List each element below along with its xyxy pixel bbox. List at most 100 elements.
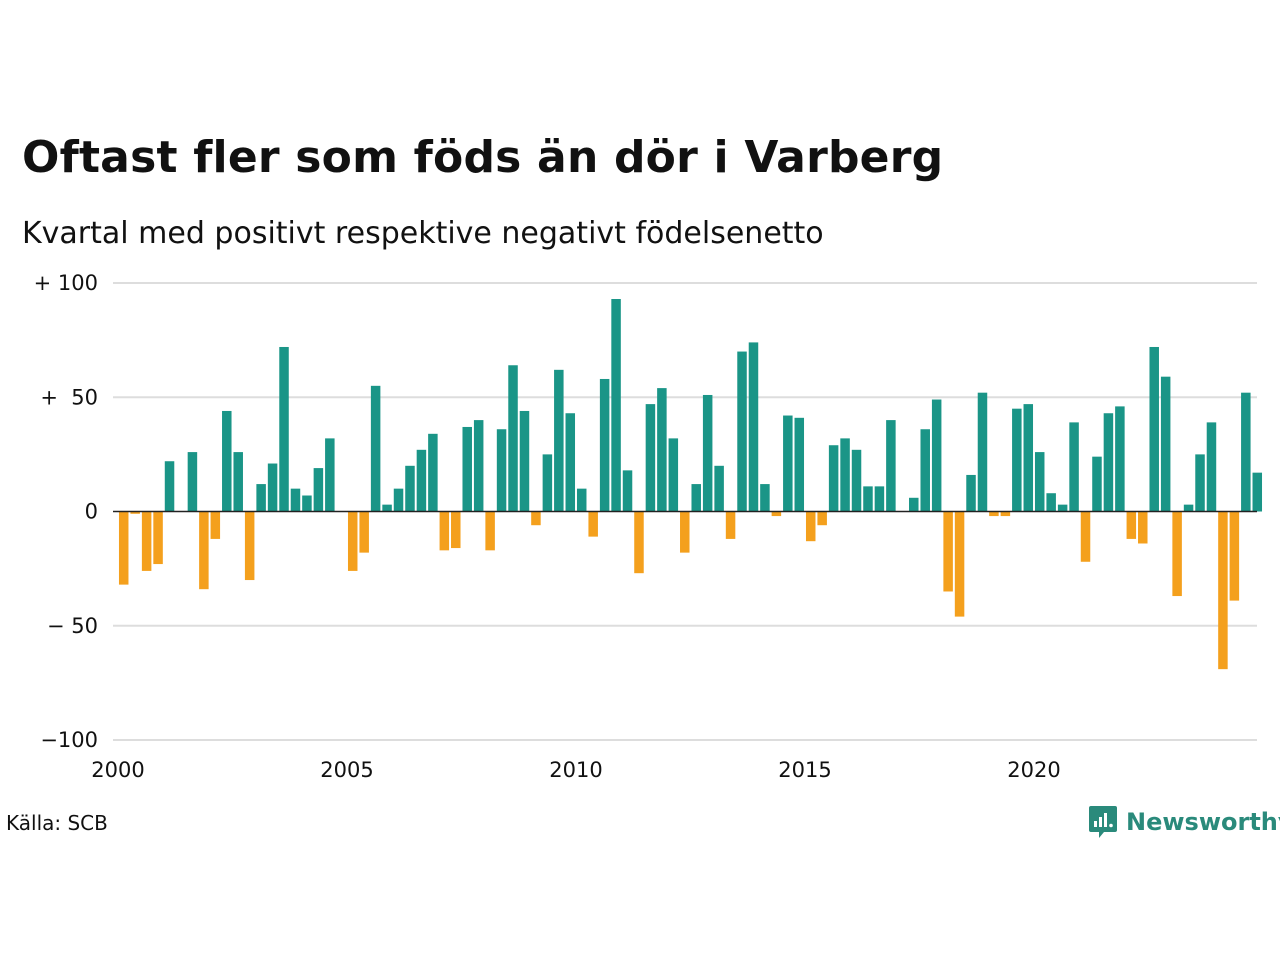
bar-negative (451, 511, 461, 549)
bar-positive (256, 484, 266, 512)
x-tick-label: 2000 (91, 758, 144, 782)
grid-lines (113, 282, 1257, 741)
chart-subtitle: Kvartal med positivt respektive negativt… (22, 216, 824, 251)
bar-positive (611, 299, 621, 512)
bar-negative (943, 511, 953, 592)
y-axis: + 100 + 50 0 − 50 −100 (34, 271, 98, 752)
bars (113, 299, 1263, 670)
bar-positive (702, 394, 713, 512)
bar-positive (977, 392, 988, 512)
bar-positive (1057, 504, 1068, 512)
bar-negative (141, 511, 152, 571)
bar-positive (714, 465, 724, 512)
bar-negative (244, 511, 255, 581)
bar-positive (405, 465, 415, 512)
bar-positive (737, 351, 747, 512)
bar-positive (1012, 408, 1022, 512)
bar-positive (1183, 504, 1194, 512)
newsworthy-logo-icon (1089, 806, 1117, 838)
bar-negative (989, 511, 999, 517)
bar-positive (576, 488, 587, 512)
bar-positive (1206, 422, 1217, 512)
bar-negative (485, 511, 495, 551)
bar-positive (1195, 454, 1205, 512)
bar-negative (954, 511, 965, 617)
bar-positive (508, 365, 518, 512)
bar-positive (622, 470, 633, 512)
bar-positive (290, 488, 301, 512)
bar-positive (1034, 452, 1045, 512)
bar-positive (1023, 404, 1034, 512)
bar-positive (370, 385, 381, 512)
bar-positive (565, 413, 576, 512)
bar-negative (805, 511, 816, 542)
source-label: Källa: SCB (6, 811, 108, 835)
bar-positive (657, 388, 667, 512)
bar-positive (920, 429, 930, 512)
bar-positive (1115, 406, 1125, 512)
bar-negative (118, 511, 129, 585)
bar-negative (130, 511, 140, 514)
bar-positive (909, 497, 919, 512)
bar-positive (828, 445, 839, 512)
bar-positive (382, 504, 392, 512)
bar-positive (668, 438, 679, 512)
bar-negative (725, 511, 736, 539)
bar-positive (1160, 376, 1171, 512)
bar-negative (1138, 511, 1148, 544)
bar-positive (851, 449, 862, 512)
bar-positive (931, 399, 942, 512)
bar-positive (428, 433, 438, 512)
bar-positive (233, 452, 243, 512)
y-tick-label: + 50 (40, 385, 98, 409)
x-tick-label: 2005 (320, 758, 373, 782)
bar-positive (886, 420, 896, 512)
bar-negative (680, 511, 690, 553)
bar-positive (874, 486, 885, 512)
bar-negative (771, 511, 782, 517)
bar-negative (153, 511, 163, 565)
x-tick-label: 2020 (1007, 758, 1060, 782)
x-tick-label: 2015 (778, 758, 831, 782)
bar-positive (554, 369, 564, 512)
bar-positive (462, 426, 472, 512)
bar-negative (817, 511, 827, 526)
x-axis: 2000 2005 2010 2015 2020 (91, 758, 1060, 782)
bar-positive (416, 449, 427, 512)
bar-positive (542, 454, 553, 512)
bar-positive (645, 404, 656, 512)
bar-positive (691, 484, 701, 512)
bar-positive (783, 415, 793, 512)
bar-positive (473, 420, 484, 512)
bar-positive (1046, 493, 1056, 512)
y-tick-label: + 100 (34, 271, 98, 295)
bar-chart: + 100 + 50 0 − 50 −100 2000 2005 2010 2015 2020 (34, 271, 1263, 782)
bar-negative (439, 511, 450, 551)
bar-negative (1126, 511, 1137, 539)
bar-positive (393, 488, 404, 512)
bar-positive (794, 417, 805, 512)
bar-negative (210, 511, 221, 539)
bar-positive (222, 410, 232, 512)
bar-negative (1218, 511, 1228, 670)
bar-positive (302, 495, 312, 512)
bar-negative (1229, 511, 1240, 601)
bar-positive (1103, 413, 1114, 512)
bar-positive (840, 438, 850, 512)
bar-positive (313, 468, 324, 512)
bar-positive (267, 463, 278, 512)
bar-positive (279, 346, 289, 512)
x-tick-label: 2010 (549, 758, 602, 782)
bar-positive (325, 438, 335, 512)
bar-positive (187, 452, 198, 512)
bar-positive (748, 342, 759, 512)
y-tick-label: − 50 (47, 614, 98, 638)
bar-positive (1092, 456, 1102, 512)
bar-negative (347, 511, 358, 571)
bar-positive (164, 461, 175, 512)
bar-positive (496, 429, 507, 512)
bar-negative (1080, 511, 1091, 562)
bar-negative (531, 511, 541, 526)
brand-logo[interactable]: Newsworthy (1088, 804, 1280, 840)
bar-positive (760, 484, 770, 512)
